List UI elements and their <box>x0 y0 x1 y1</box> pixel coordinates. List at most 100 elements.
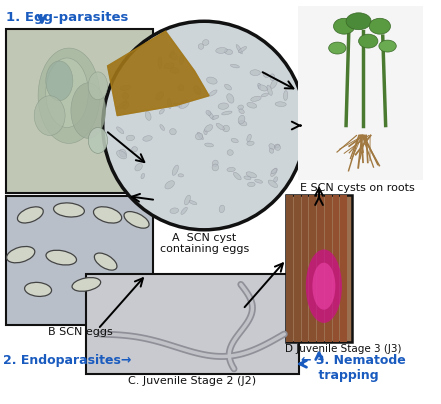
Ellipse shape <box>18 207 43 223</box>
Bar <box>298 6 423 180</box>
Bar <box>340 195 347 342</box>
Ellipse shape <box>202 40 209 45</box>
Ellipse shape <box>250 70 260 76</box>
Ellipse shape <box>120 85 131 90</box>
Ellipse shape <box>246 172 257 178</box>
Ellipse shape <box>198 44 204 49</box>
Bar <box>286 195 352 342</box>
Bar <box>294 195 301 342</box>
Bar <box>302 195 308 342</box>
Ellipse shape <box>271 168 277 177</box>
Ellipse shape <box>359 34 378 48</box>
Ellipse shape <box>169 50 174 58</box>
Ellipse shape <box>171 53 178 60</box>
Ellipse shape <box>145 112 151 120</box>
Ellipse shape <box>117 102 127 109</box>
Ellipse shape <box>247 134 251 142</box>
Ellipse shape <box>116 151 127 159</box>
Ellipse shape <box>194 86 201 95</box>
Ellipse shape <box>247 182 255 187</box>
Ellipse shape <box>275 102 286 107</box>
Ellipse shape <box>88 72 108 100</box>
Ellipse shape <box>143 136 152 141</box>
Ellipse shape <box>160 124 164 130</box>
Ellipse shape <box>184 195 191 205</box>
Ellipse shape <box>34 96 65 135</box>
Circle shape <box>103 21 306 230</box>
Ellipse shape <box>204 130 207 135</box>
Ellipse shape <box>247 141 254 145</box>
Ellipse shape <box>224 84 232 90</box>
Ellipse shape <box>216 48 227 53</box>
Ellipse shape <box>172 165 179 175</box>
Ellipse shape <box>178 85 184 91</box>
Ellipse shape <box>244 176 251 180</box>
Ellipse shape <box>263 73 269 78</box>
Ellipse shape <box>258 83 261 88</box>
Ellipse shape <box>224 49 233 55</box>
Ellipse shape <box>165 181 175 189</box>
Bar <box>6 29 153 193</box>
Ellipse shape <box>198 132 203 139</box>
Ellipse shape <box>195 133 203 140</box>
Ellipse shape <box>236 44 243 54</box>
Ellipse shape <box>329 42 346 54</box>
Ellipse shape <box>164 63 174 69</box>
Ellipse shape <box>206 110 211 115</box>
Ellipse shape <box>271 169 277 174</box>
Ellipse shape <box>274 177 278 182</box>
Ellipse shape <box>46 250 76 265</box>
Ellipse shape <box>170 67 179 73</box>
Ellipse shape <box>116 127 124 134</box>
Bar <box>333 195 339 342</box>
Ellipse shape <box>205 125 213 132</box>
Polygon shape <box>108 31 209 116</box>
Text: 2. Endoparasites→: 2. Endoparasites→ <box>4 354 132 367</box>
Ellipse shape <box>223 125 229 132</box>
Ellipse shape <box>179 55 183 65</box>
Ellipse shape <box>227 150 233 156</box>
Ellipse shape <box>159 109 164 114</box>
Bar <box>298 6 423 180</box>
Ellipse shape <box>135 164 142 171</box>
Ellipse shape <box>312 263 335 310</box>
Ellipse shape <box>88 128 108 154</box>
Ellipse shape <box>239 109 244 114</box>
Ellipse shape <box>269 144 275 149</box>
Ellipse shape <box>258 85 267 91</box>
Ellipse shape <box>270 74 275 81</box>
Ellipse shape <box>141 173 145 179</box>
Text: D Juvenile Stage 3 (J3): D Juvenile Stage 3 (J3) <box>285 344 402 354</box>
Ellipse shape <box>124 212 149 228</box>
Ellipse shape <box>238 46 247 53</box>
Ellipse shape <box>158 57 162 69</box>
Ellipse shape <box>247 103 257 108</box>
Ellipse shape <box>212 115 219 119</box>
Ellipse shape <box>221 111 232 115</box>
Ellipse shape <box>238 105 243 109</box>
Text: 1. Egg-parasites: 1. Egg-parasites <box>6 11 129 24</box>
Text: ← 3. Nematode: ← 3. Nematode <box>301 354 405 367</box>
Bar <box>310 195 316 342</box>
Text: B SCN eggs: B SCN eggs <box>48 327 113 337</box>
Ellipse shape <box>269 148 273 153</box>
Ellipse shape <box>274 144 280 148</box>
Ellipse shape <box>231 138 238 143</box>
Bar <box>325 195 332 342</box>
Ellipse shape <box>284 90 288 101</box>
Ellipse shape <box>238 115 245 124</box>
Ellipse shape <box>93 207 122 223</box>
Bar <box>317 195 324 342</box>
Ellipse shape <box>271 79 277 88</box>
Ellipse shape <box>156 92 164 100</box>
Text: E SCN cysts on roots: E SCN cysts on roots <box>300 183 415 193</box>
Ellipse shape <box>132 147 138 152</box>
Ellipse shape <box>379 40 396 52</box>
Ellipse shape <box>189 201 197 205</box>
Ellipse shape <box>38 48 100 143</box>
Ellipse shape <box>25 282 52 297</box>
Ellipse shape <box>227 94 234 103</box>
Ellipse shape <box>227 167 235 172</box>
Ellipse shape <box>212 164 219 171</box>
Bar <box>86 274 299 374</box>
